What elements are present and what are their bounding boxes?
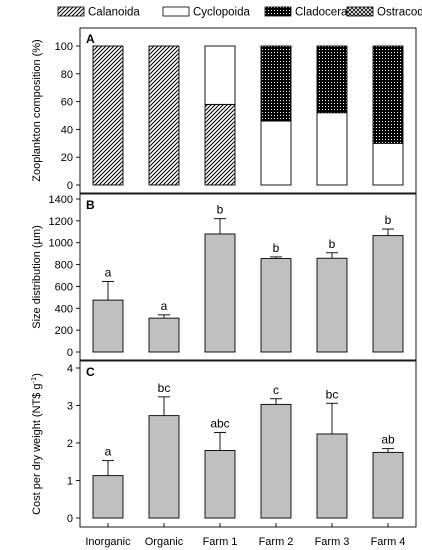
- x-tick-label: Farm 1: [203, 536, 238, 548]
- y-tick-label: 1000: [49, 238, 73, 250]
- significance-letter-3: b: [273, 241, 280, 255]
- y-tick-label: 400: [55, 303, 73, 315]
- y-tick-label: 2: [67, 438, 73, 450]
- y-tick-label: 0: [67, 180, 73, 192]
- y-tick-label: 200: [55, 325, 73, 337]
- legend-label-cladocera: Cladocera: [295, 7, 348, 19]
- panel-letter: B: [86, 198, 95, 212]
- y-axis-label: Size distribution (µm): [31, 225, 43, 329]
- bar-4: [316, 257, 348, 353]
- y-axis-label: Zooplankton composition (%): [31, 39, 43, 181]
- legend-label-calanoida: Calanoida: [88, 7, 140, 19]
- significance-letter-4: b: [329, 237, 336, 251]
- legend-swatch-cladocera: [264, 6, 292, 17]
- significance-letter-0: a: [105, 266, 112, 280]
- significance-letter-2: abc: [210, 417, 229, 431]
- y-axis-label: Cost per dry weight (NT$ g-1): [29, 373, 43, 515]
- x-tick-label: Organic: [145, 536, 184, 548]
- y-tick-label: 40: [61, 124, 73, 136]
- significance-letter-1: bc: [158, 381, 171, 395]
- bar-calanoida-0: [92, 45, 124, 186]
- bar-calanoida-2: [204, 103, 236, 186]
- y-axis-label-superscript: -1: [29, 377, 38, 384]
- bar-1: [148, 317, 180, 353]
- y-tick-label: 800: [55, 260, 73, 272]
- y-tick-label: 1400: [49, 194, 73, 206]
- bar-cyclopoida-4: [316, 112, 348, 186]
- bar-0: [92, 299, 124, 353]
- panel-frame: [79, 27, 417, 194]
- x-tick-label: Farm 3: [315, 536, 350, 548]
- panel-letter: A: [86, 32, 95, 46]
- legend-label-cyclopoida: Cyclopoida: [193, 7, 250, 19]
- significance-letter-4: bc: [326, 387, 339, 401]
- significance-letter-5: b: [385, 213, 392, 227]
- bar-cyclopoida-3: [260, 120, 292, 186]
- significance-letter-2: b: [217, 203, 224, 217]
- legend-swatch-cyclopoida: [162, 6, 190, 17]
- bar-2: [204, 233, 236, 353]
- bar-cladocera-5: [372, 45, 404, 144]
- y-tick-label: 3: [67, 401, 73, 413]
- bar-1: [148, 415, 180, 519]
- significance-letter-0: a: [105, 445, 112, 459]
- bar-0: [92, 475, 124, 519]
- bar-3: [260, 258, 292, 353]
- bar-4: [316, 433, 348, 519]
- bar-calanoida-1: [148, 45, 180, 186]
- bar-3: [260, 403, 292, 519]
- y-axis-label-end: ): [31, 373, 43, 377]
- significance-letter-5: ab: [381, 433, 395, 447]
- significance-letter-3: c: [273, 383, 279, 397]
- x-tick-label: Farm 4: [371, 536, 406, 548]
- y-tick-label: 4: [67, 363, 73, 375]
- panel-frame: [79, 193, 417, 361]
- y-tick-label: 0: [67, 513, 73, 525]
- bar-5: [372, 451, 404, 519]
- panel-frame: [79, 360, 417, 528]
- x-tick-label: Farm 2: [259, 536, 294, 548]
- bar-cladocera-3: [260, 45, 292, 122]
- bar-cladocera-4: [316, 45, 348, 114]
- bar-2: [204, 450, 236, 519]
- panel-letter: C: [86, 365, 95, 379]
- y-tick-label: 1200: [49, 216, 73, 228]
- y-tick-label: 1: [67, 476, 73, 488]
- y-tick-label: 600: [55, 281, 73, 293]
- bar-cyclopoida-5: [372, 142, 404, 186]
- y-tick-label: 80: [61, 69, 73, 81]
- x-axis-tick-labels: Inorganic Organic Farm 1 Farm 2 Farm 3 Farm 4: [85, 523, 405, 548]
- y-tick-label: 20: [61, 152, 73, 164]
- x-tick-label: Inorganic: [85, 536, 131, 548]
- bar-cyclopoida-2: [204, 45, 236, 105]
- y-tick-label: 60: [61, 97, 73, 109]
- y-tick-label: 0: [67, 347, 73, 359]
- significance-letter-1: a: [161, 299, 168, 313]
- bar-5: [372, 235, 404, 353]
- legend-swatch-ostracoda: [346, 6, 374, 17]
- legend-swatch-calanoida: [57, 6, 85, 17]
- legend-label-ostracoda: Ostracoda: [377, 7, 422, 19]
- panel-a-composition: A 0 20 40 60 80 100 Zooplankton composition (%): [31, 27, 417, 194]
- chart-legend: Calanoida Cyclopoida Cladocera Ostracoda: [57, 6, 422, 19]
- y-tick-label: 100: [55, 41, 73, 53]
- panel-b-size-distribution: B 0 200 400 600 800 1000 1200 1400 Size distribut…: [31, 193, 417, 361]
